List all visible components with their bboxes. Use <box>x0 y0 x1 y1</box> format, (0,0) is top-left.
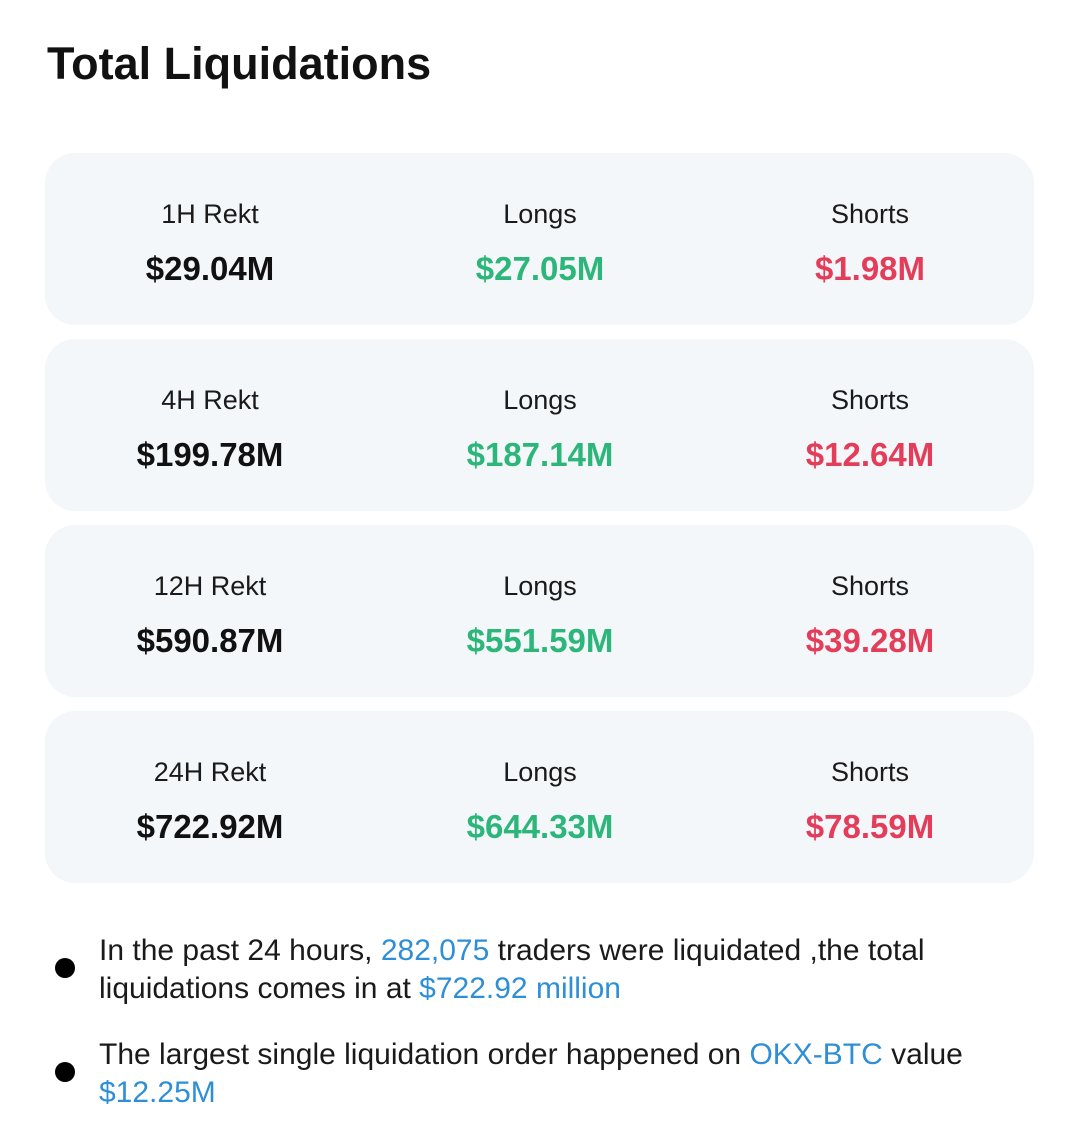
card-1h: 1H Rekt $29.04M Longs $27.05M Shorts $1.… <box>45 153 1034 325</box>
total-column: 1H Rekt $29.04M <box>45 153 375 287</box>
longs-label: Longs <box>503 757 577 787</box>
summary-note-traders: In the past 24 hours, 282,075 traders we… <box>55 932 1045 1008</box>
card-24h: 24H Rekt $722.92M Longs $644.33M Shorts … <box>45 711 1034 883</box>
total-value: $199.78M <box>136 436 284 473</box>
shorts-column: Shorts $1.98M <box>705 153 1035 287</box>
period-label: 24H Rekt <box>153 757 267 787</box>
shorts-value: $78.59M <box>805 808 935 845</box>
traders-count-link[interactable]: 282,075 <box>380 934 490 967</box>
longs-column: Longs $644.33M <box>375 711 705 845</box>
page-title: Total Liquidations <box>47 38 432 89</box>
largest-value-link[interactable]: $12.25M <box>99 1076 216 1109</box>
longs-value: $551.59M <box>466 622 614 659</box>
total-value: $29.04M <box>145 250 275 287</box>
longs-label: Longs <box>503 199 577 229</box>
total-column: 4H Rekt $199.78M <box>45 339 375 473</box>
note-text: traders were liquidated ,the total liqui… <box>99 934 925 1005</box>
longs-column: Longs $27.05M <box>375 153 705 287</box>
shorts-column: Shorts $39.28M <box>705 525 1035 659</box>
liquidation-cards: 1H Rekt $29.04M Longs $27.05M Shorts $1.… <box>45 153 1034 897</box>
longs-column: Longs $187.14M <box>375 339 705 473</box>
shorts-label: Shorts <box>830 757 910 787</box>
longs-label: Longs <box>503 571 577 601</box>
longs-value: $644.33M <box>466 808 614 845</box>
note-text: In the past 24 hours, <box>99 934 381 967</box>
total-value: $722.92M <box>136 808 284 845</box>
shorts-label: Shorts <box>830 199 910 229</box>
shorts-value: $39.28M <box>805 622 935 659</box>
card-4h: 4H Rekt $199.78M Longs $187.14M Shorts $… <box>45 339 1034 511</box>
shorts-label: Shorts <box>830 571 910 601</box>
period-label: 12H Rekt <box>153 571 267 601</box>
bullet-icon <box>55 1062 75 1082</box>
shorts-column: Shorts $12.64M <box>705 339 1035 473</box>
shorts-column: Shorts $78.59M <box>705 711 1035 845</box>
shorts-value: $12.64M <box>805 436 935 473</box>
longs-label: Longs <box>503 385 577 415</box>
total-column: 12H Rekt $590.87M <box>45 525 375 659</box>
period-label: 4H Rekt <box>161 385 259 415</box>
longs-value: $187.14M <box>466 436 614 473</box>
longs-value: $27.05M <box>475 250 605 287</box>
note-text: The largest single liquidation order hap… <box>99 1038 750 1071</box>
summary-notes: In the past 24 hours, 282,075 traders we… <box>55 932 1045 1140</box>
bullet-icon <box>55 958 75 978</box>
market-link[interactable]: OKX-BTC <box>749 1038 883 1071</box>
longs-column: Longs $551.59M <box>375 525 705 659</box>
total-column: 24H Rekt $722.92M <box>45 711 375 845</box>
shorts-value: $1.98M <box>814 250 926 287</box>
note-text: value <box>882 1038 963 1071</box>
period-label: 1H Rekt <box>161 199 259 229</box>
shorts-label: Shorts <box>830 385 910 415</box>
total-value: $590.87M <box>136 622 284 659</box>
total-amount-link[interactable]: $722.92 million <box>419 972 621 1005</box>
card-12h: 12H Rekt $590.87M Longs $551.59M Shorts … <box>45 525 1034 697</box>
summary-note-largest: The largest single liquidation order hap… <box>55 1036 1045 1112</box>
